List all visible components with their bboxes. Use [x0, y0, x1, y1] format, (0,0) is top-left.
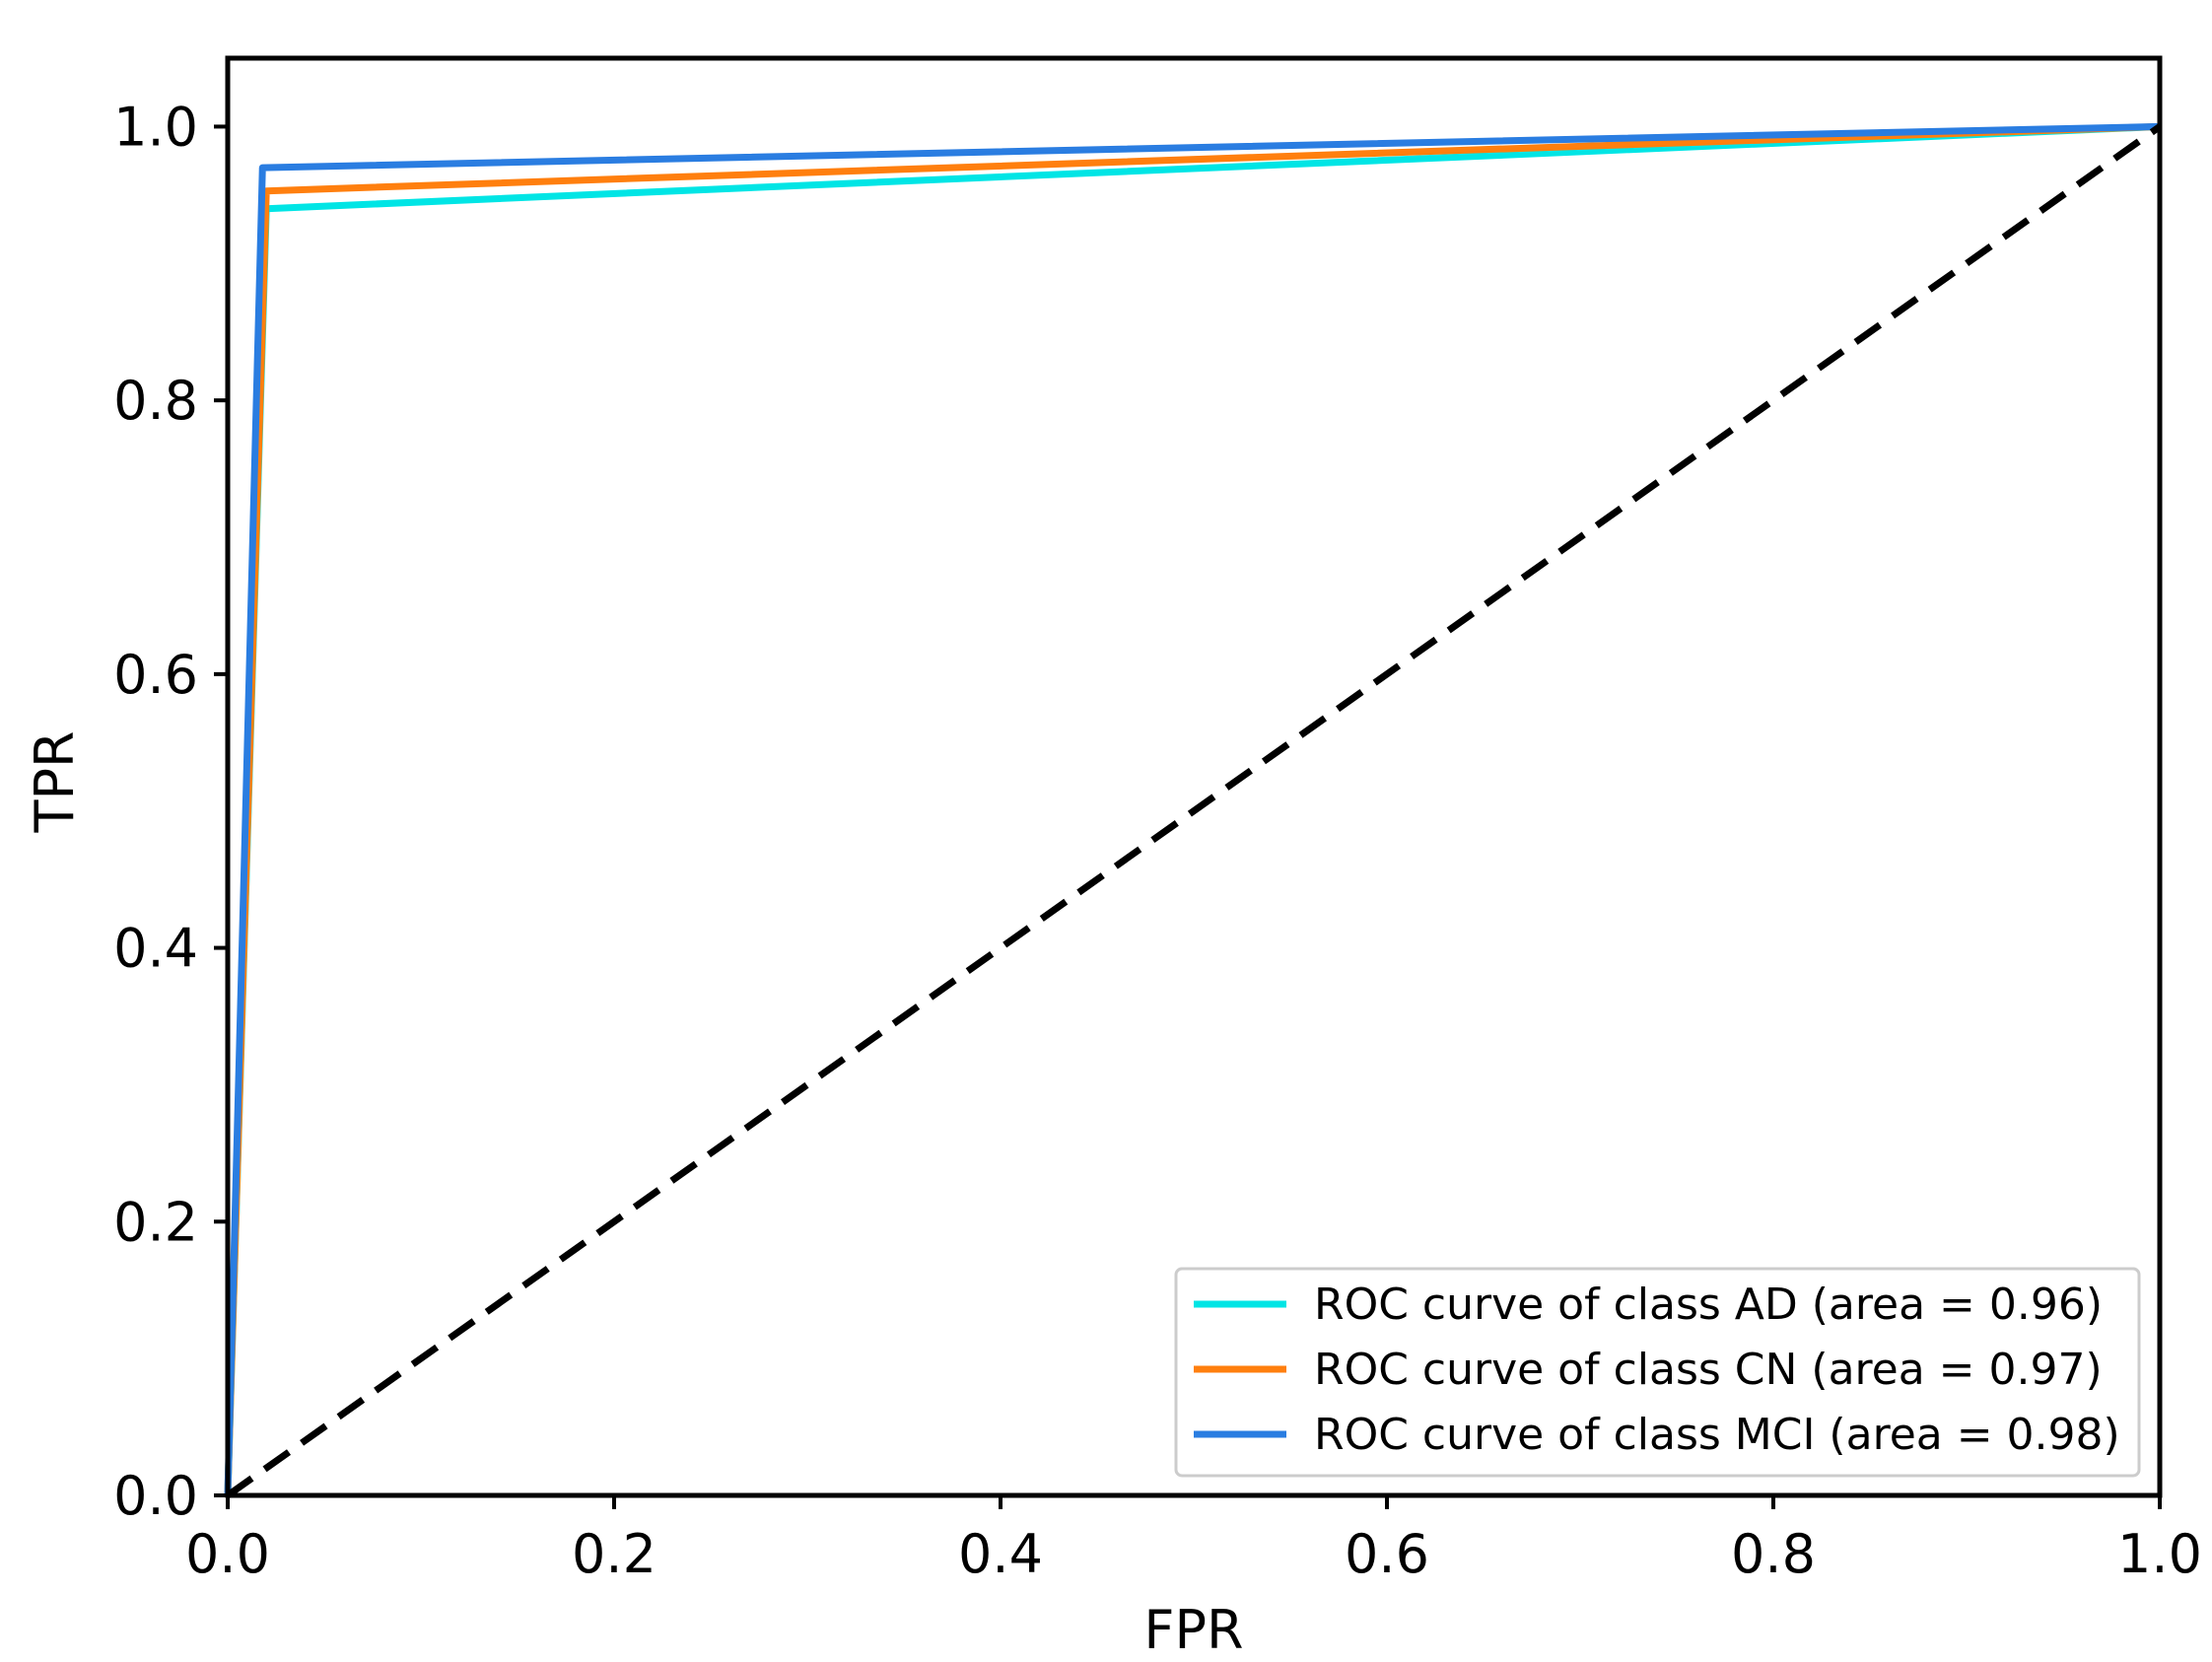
y-tick-label: 0.6 — [113, 644, 198, 706]
x-tick-label: 0.2 — [572, 1523, 657, 1585]
legend-box — [1174, 1267, 2141, 1478]
y-tick-label: 0.2 — [113, 1191, 198, 1253]
x-tick-label: 0.0 — [185, 1523, 270, 1585]
series-layer — [224, 122, 2163, 1498]
y-axis-title: TPR — [24, 730, 86, 833]
y-tick-label: 0.8 — [113, 370, 198, 432]
legend-label: ROC curve of class CN (area = 0.97) — [1314, 1345, 2103, 1395]
y-tick-label: 1.0 — [113, 96, 198, 158]
legend: ROC curve of class AD (area = 0.96) ROC c… — [1174, 1267, 2141, 1478]
diagonal-reference-line — [225, 123, 2163, 1498]
legend-label: ROC curve of class MCI (area = 0.98) — [1314, 1410, 2120, 1460]
x-tick-label: 1.0 — [2117, 1523, 2202, 1585]
roc-series-line-2 — [224, 122, 2161, 1496]
y-tick-label: 0.0 — [113, 1465, 198, 1527]
plot-frame — [225, 55, 2163, 1498]
legend-label: ROC curve of class AD (area = 0.96) — [1314, 1280, 2103, 1330]
x-tick-label: 0.6 — [1345, 1523, 1429, 1585]
x-axis-title: FPR — [1143, 1599, 1243, 1657]
x-tick-label: 0.4 — [958, 1523, 1043, 1585]
y-tick-label: 0.4 — [113, 918, 198, 980]
x-tick-label: 0.8 — [1731, 1523, 1816, 1585]
ticks-layer: 0.0 0.2 0.4 0.6 0.8 1.0 0.0 0.2 0.4 0.6 0.8 1.0 — [113, 96, 2202, 1585]
